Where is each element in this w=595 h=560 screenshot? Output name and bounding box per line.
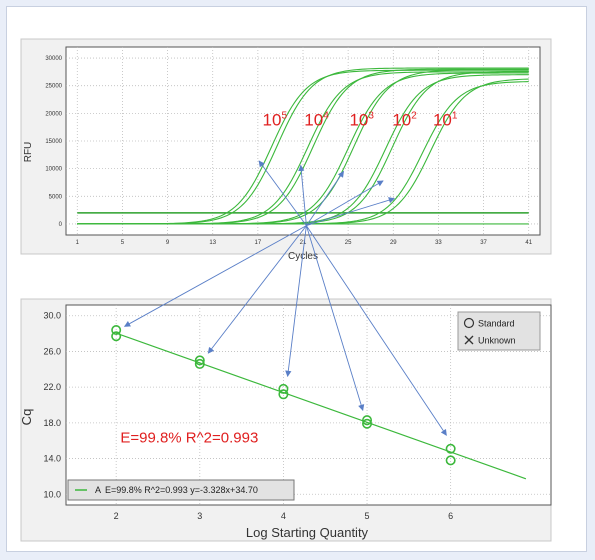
- fit-legend-box: [67, 479, 295, 501]
- legend-standard-label: Standard: [478, 319, 515, 329]
- dilution-label: 101: [433, 111, 458, 130]
- standard-points: [111, 324, 456, 466]
- amplification-x-tick-label: 21: [300, 240, 307, 246]
- arrow-to-point-2: [207, 225, 307, 354]
- legend: Standard Unknown: [457, 311, 541, 351]
- amplification-curve-10: [77, 78, 529, 225]
- standard-point: [445, 443, 456, 454]
- arrow-to-point-1: [123, 225, 307, 327]
- standard-point: [278, 389, 289, 400]
- amplification-y-tick-label: 0: [59, 222, 63, 228]
- standard-curve-ticks: 2 3 4 5 6 10.0 14.0 18.0 22.0 26.0 30.0: [43, 311, 453, 521]
- arrow-to-point-5: [306, 225, 447, 436]
- fit-legend-prefix: A: [95, 485, 101, 495]
- amplification-y-label: RFU: [23, 142, 34, 163]
- figure-frame: 1 5 9 13 17 21 25 29 33 37 41 0 5000 10000 15000 20000 2…: [6, 6, 587, 552]
- amplification-y-tick-label: 30000: [45, 56, 62, 62]
- standard-point: [111, 324, 122, 335]
- figure-svg: 1 5 9 13 17 21 25 29 33 37 41050001000015000200002…: [19, 38, 552, 542]
- standard-curve-x-tick-label: 4: [281, 511, 286, 521]
- standard-curve-y-tick-label: 10.0: [43, 489, 61, 499]
- standard-point: [278, 383, 289, 394]
- standard-curve-y-tick-label: 26.0: [43, 346, 61, 356]
- arrow-to-point-3: [285, 225, 307, 378]
- amplification-x-tick-label: 41: [525, 240, 532, 246]
- amplification-x-tick-label: 25: [345, 240, 352, 246]
- standard-point: [194, 355, 205, 366]
- standard-curve-x-tick-label: 2: [114, 511, 119, 521]
- standard-curve-y-tick-label: 18.0: [43, 418, 61, 428]
- standard-curve-y-tick-label: 14.0: [43, 454, 61, 464]
- arrow-to-curve-3: [306, 170, 344, 226]
- efficiency-annotation: E=99.8% R^2=0.993: [120, 430, 258, 447]
- standard-point: [362, 415, 373, 426]
- amplification-x-tick-label: 9: [166, 240, 170, 246]
- amplification-x-tick-label: 17: [255, 240, 262, 246]
- arrows: [123, 160, 447, 436]
- dilution-label: 105: [263, 111, 288, 130]
- amplification-y-tick-label: 5000: [49, 194, 63, 200]
- standard-point: [194, 358, 205, 369]
- amplification-x-tick-label: 29: [390, 240, 397, 246]
- amplification-x-tick-label: 5: [121, 240, 125, 246]
- legend-standard-marker: [463, 317, 475, 329]
- dilution-label: 102: [392, 111, 417, 130]
- standard-curve-x-label: Log Starting Quantity: [246, 525, 369, 540]
- arrow-to-curve-1: [258, 160, 307, 226]
- standard-curve-y-tick-label: 22.0: [43, 382, 61, 392]
- fit-line: [115, 332, 527, 480]
- standard-curve-y-label: Cq: [19, 409, 34, 426]
- amplification-x-tick-label: 1: [76, 240, 80, 246]
- standard-curve-x-tick-label: 6: [448, 511, 453, 521]
- amplification-y-tick-label: 10000: [45, 167, 62, 173]
- fit-legend: A E=99.8% R^2=0.993 y=-3.328x+34.70: [67, 479, 295, 501]
- arrow-to-curve-5: [306, 197, 396, 227]
- amplification-x-label: Cycles: [288, 251, 318, 262]
- standard-point: [362, 418, 373, 429]
- amplification-chart: 1 5 9 13 17 21 25 29 33 37 41 0 5000 10000 15000 20000 2…: [20, 38, 552, 262]
- legend-unknown-marker: [464, 335, 474, 345]
- standard-point: [445, 455, 456, 466]
- standard-curve-chart: 2 3 4 5 6 10.0 14.0 18.0 22.0 26.0 30.0 Cq Log Sta…: [19, 298, 552, 542]
- dilution-label: 103: [349, 111, 374, 130]
- standard-point: [111, 331, 122, 342]
- dilution-label: 104: [304, 111, 329, 130]
- arrow-to-curve-4: [306, 180, 384, 226]
- amplification-x-tick-label: 33: [435, 240, 442, 246]
- amplification-ticks: 1 5 9 13 17 21 25 29 33 37 41 0 5000 10000 15000 20000 2…: [45, 56, 532, 246]
- standard-curve-grid: [66, 305, 551, 505]
- fit-legend-text: E=99.8% R^2=0.993 y=-3.328x+34.70: [105, 485, 258, 495]
- arrow-to-curve-2: [298, 164, 307, 226]
- legend-unknown-label: Unknown: [478, 336, 516, 346]
- amplification-x-tick-label: 13: [209, 240, 216, 246]
- amplification-y-tick-label: 20000: [45, 111, 62, 117]
- amplification-y-tick-label: 15000: [45, 139, 62, 145]
- standard-curve-x-tick-label: 3: [197, 511, 202, 521]
- standard-curve-x-tick-label: 5: [365, 511, 370, 521]
- legend-box: [457, 311, 541, 351]
- standard-curve-y-tick-label: 30.0: [43, 311, 61, 321]
- amplification-y-tick-label: 25000: [45, 84, 62, 90]
- fit-line-segment: [115, 332, 527, 480]
- amplification-x-tick-label: 37: [480, 240, 487, 246]
- dilution-labels: 105 104 103 102 101: [263, 111, 458, 130]
- arrow-to-point-4: [305, 225, 365, 411]
